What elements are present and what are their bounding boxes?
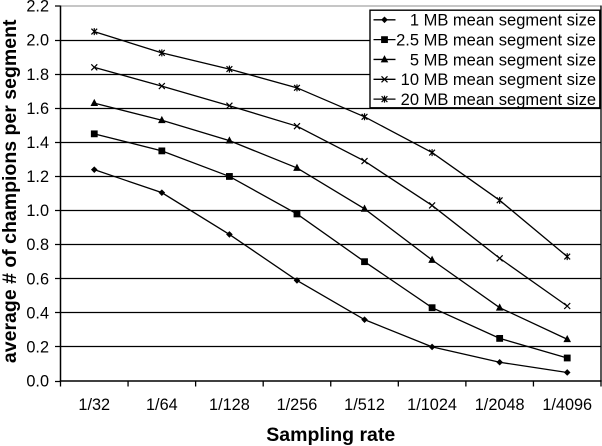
svg-text:1.0: 1.0	[26, 202, 49, 220]
svg-text:average # of champions per seg: average # of champions per segment	[0, 19, 21, 363]
svg-text:5 MB mean segment size: 5 MB mean segment size	[410, 51, 596, 69]
svg-text:1/1024: 1/1024	[407, 396, 457, 414]
svg-text:0.2: 0.2	[26, 339, 49, 357]
svg-text:0.8: 0.8	[26, 236, 49, 254]
svg-text:2.5 MB mean segment size: 2.5 MB mean segment size	[396, 32, 596, 50]
svg-text:1.4: 1.4	[26, 134, 49, 152]
svg-text:1.2: 1.2	[26, 168, 49, 186]
svg-text:1/256: 1/256	[277, 396, 318, 414]
svg-text:1/512: 1/512	[344, 396, 385, 414]
svg-text:2.2: 2.2	[26, 0, 49, 16]
svg-text:1/32: 1/32	[78, 396, 110, 414]
svg-text:10 MB mean segment size: 10 MB mean segment size	[401, 71, 596, 89]
svg-text:1/2048: 1/2048	[475, 396, 525, 414]
svg-text:Sampling rate: Sampling rate	[266, 424, 395, 446]
svg-text:0.0: 0.0	[26, 373, 49, 391]
svg-text:1 MB mean segment size: 1 MB mean segment size	[410, 12, 596, 30]
svg-text:20 MB mean segment size: 20 MB mean segment size	[401, 91, 596, 109]
svg-text:1/128: 1/128	[209, 396, 250, 414]
svg-text:1/64: 1/64	[146, 396, 178, 414]
svg-text:0.6: 0.6	[26, 270, 49, 288]
svg-text:2.0: 2.0	[26, 32, 49, 50]
svg-text:1/4096: 1/4096	[542, 396, 592, 414]
svg-text:0.4: 0.4	[26, 304, 49, 322]
svg-text:1.6: 1.6	[26, 100, 49, 118]
svg-text:1.8: 1.8	[26, 66, 49, 84]
